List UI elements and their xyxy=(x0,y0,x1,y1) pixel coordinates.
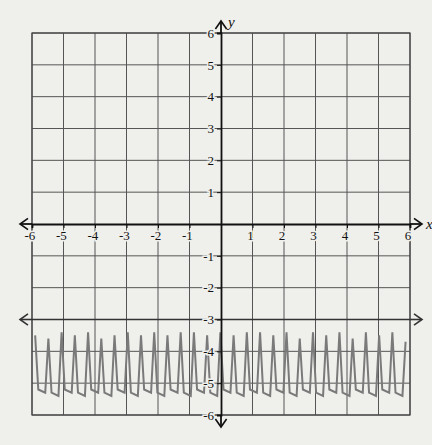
arrowhead xyxy=(20,218,28,229)
arrowhead xyxy=(215,419,226,427)
tick: -1 xyxy=(203,248,221,263)
tick-mark xyxy=(217,256,221,257)
tick: -5 xyxy=(203,376,221,391)
tick-label: -6 xyxy=(24,228,35,243)
tick: 5 xyxy=(373,224,380,243)
tick-label: -5 xyxy=(56,228,67,243)
tick-mark xyxy=(217,129,221,130)
tick-mark xyxy=(217,160,221,161)
arrowhead xyxy=(414,218,422,229)
tick-label: -1 xyxy=(182,228,193,243)
tick-label: 1 xyxy=(247,228,254,243)
tick-label: -6 xyxy=(203,408,214,423)
tick: -4 xyxy=(203,344,221,359)
tick-mark xyxy=(217,320,221,321)
tick-label: 4 xyxy=(342,228,349,243)
arrowhead xyxy=(414,314,422,325)
tick: 4 xyxy=(342,224,349,243)
tick: -3 xyxy=(203,312,221,327)
y-axis: -6 -5 -4 -3 -2 -1 1 2 3 4 5 6 xyxy=(203,26,221,423)
grid xyxy=(32,33,410,415)
tick: -2 xyxy=(150,224,161,243)
x-axis-title: x xyxy=(425,216,432,232)
tick-label: -2 xyxy=(150,228,161,243)
tick: -3 xyxy=(119,224,130,243)
tick-label: 2 xyxy=(208,153,215,168)
tick-label: -1 xyxy=(203,248,214,263)
tick-mark xyxy=(217,288,221,289)
axis-arrows xyxy=(20,21,422,427)
tick-label: -2 xyxy=(203,280,214,295)
tick-label: 3 xyxy=(208,121,215,136)
tick: -2 xyxy=(203,280,221,295)
tick-label: 4 xyxy=(208,89,215,104)
arrowhead xyxy=(20,314,28,325)
tick: 3 xyxy=(208,121,222,136)
tick: 2 xyxy=(279,224,286,243)
tick-label: -5 xyxy=(203,376,214,391)
tick-label: -3 xyxy=(203,312,214,327)
tick: 6 xyxy=(405,224,412,243)
tick: 5 xyxy=(208,57,222,72)
y-axis-title: y xyxy=(226,14,235,30)
tick: -5 xyxy=(56,224,67,243)
tick: 4 xyxy=(208,89,222,104)
tick: -1 xyxy=(182,224,193,243)
tick-label: -4 xyxy=(203,344,214,359)
arrowhead xyxy=(215,21,226,29)
tick-label: 1 xyxy=(208,185,215,200)
tick-label: 5 xyxy=(373,228,380,243)
tick: 6 xyxy=(208,26,222,41)
tick: 1 xyxy=(208,185,222,200)
axis-line xyxy=(217,34,222,416)
tick-label: 2 xyxy=(279,228,286,243)
tick-mark xyxy=(217,383,221,384)
curve xyxy=(35,332,405,396)
tick-mark xyxy=(217,97,221,98)
tick: 3 xyxy=(310,224,317,243)
tick-label: 6 xyxy=(208,26,215,41)
tick-label: -4 xyxy=(87,228,98,243)
tick: 2 xyxy=(208,153,222,168)
tick: -6 xyxy=(24,224,35,243)
tick-mark xyxy=(217,33,221,34)
tick-mark xyxy=(217,192,221,193)
tick: -4 xyxy=(87,224,98,243)
chart: -6-5-4-3-2-1123456-6-5-4-3-2-1123456xy xyxy=(0,0,432,445)
tick: 1 xyxy=(247,224,254,243)
tick-label: 6 xyxy=(405,228,412,243)
tick-label: 3 xyxy=(310,228,317,243)
tick-mark xyxy=(217,351,221,352)
x-axis: -6 -5 -4 -3 -2 -1 1 2 3 4 5 6 xyxy=(24,224,411,243)
tick: -6 xyxy=(203,408,221,423)
plot-frame xyxy=(32,33,410,415)
tick-label: 5 xyxy=(208,57,215,72)
tick-label: -3 xyxy=(119,228,130,243)
tick-mark xyxy=(217,65,221,66)
